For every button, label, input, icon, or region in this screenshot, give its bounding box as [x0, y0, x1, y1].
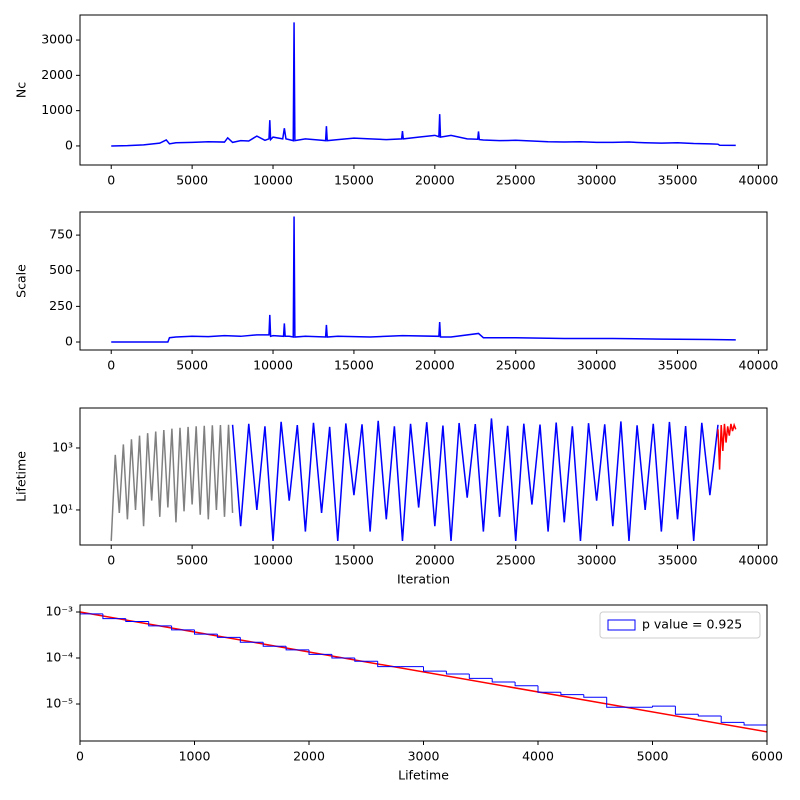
x-tick-label: 1000	[179, 749, 211, 764]
x-tick-label: 20000	[415, 553, 455, 568]
x-tick-label: 20000	[415, 358, 455, 373]
histogram-bin	[285, 646, 309, 651]
histogram-bin	[102, 613, 126, 620]
y-tick-label: 10⁻⁵	[45, 696, 73, 711]
y-tick-label: 10³	[52, 439, 73, 454]
y-axis-label: Scale	[14, 264, 29, 298]
x-tick-label: 35000	[658, 553, 698, 568]
legend-box	[599, 611, 761, 639]
x-tick-label: 30000	[577, 358, 617, 373]
x-tick-label: 4000	[522, 749, 554, 764]
x-tick-label: 20000	[415, 173, 455, 188]
histogram-bin	[171, 625, 195, 631]
axes-frame	[79, 14, 768, 166]
histogram-bin	[652, 705, 676, 708]
x-tick-label: 15000	[334, 358, 374, 373]
x-tick-label: 0	[76, 749, 84, 764]
y-tick-label: 2000	[41, 67, 73, 82]
histogram-bin	[331, 654, 355, 659]
histogram-bin	[125, 618, 149, 623]
axes-frame	[79, 407, 768, 546]
y-tick-label: 3000	[41, 32, 73, 47]
histogram-bin	[377, 661, 401, 668]
histogram-bin	[148, 621, 172, 627]
data-line	[231, 418, 719, 542]
data-line	[111, 216, 736, 343]
histogram-bin	[674, 706, 699, 715]
x-tick-label: 40000	[739, 358, 779, 373]
x-tick-label: 0	[107, 358, 115, 373]
data-line	[717, 422, 737, 470]
x-tick-label: 15000	[334, 553, 374, 568]
data-line	[111, 22, 736, 147]
histogram-bin	[468, 673, 493, 679]
x-tick-label: 25000	[496, 553, 536, 568]
x-tick-label: 35000	[658, 358, 698, 373]
histogram-bin	[239, 637, 264, 643]
histogram-bin	[354, 658, 378, 662]
plot-area	[110, 418, 737, 542]
x-tick-label: 25000	[496, 358, 536, 373]
y-tick-label: 10⁻³	[45, 604, 73, 619]
histogram-bin	[720, 715, 745, 723]
x-tick-label: 40000	[739, 553, 779, 568]
data-line	[110, 424, 234, 541]
x-tick-label: 35000	[658, 173, 698, 188]
plot-area	[111, 216, 736, 343]
x-tick-label: 3000	[408, 749, 440, 764]
histogram-bin	[262, 642, 287, 647]
y-tick-label: 10¹	[52, 501, 73, 516]
histogram-bin	[491, 678, 516, 683]
x-tick-label: 25000	[496, 173, 536, 188]
y-axis-label: Lifetime	[14, 451, 29, 502]
histogram-bin	[79, 613, 103, 741]
y-tick-label: 10⁻⁴	[45, 650, 73, 665]
x-tick-label: 30000	[577, 553, 617, 568]
y-tick-label: 0	[65, 137, 73, 152]
y-tick-label: 0	[65, 334, 73, 349]
histogram-bin	[697, 714, 722, 717]
y-tick-label: 750	[49, 227, 73, 242]
x-tick-label: 0	[107, 173, 115, 188]
x-tick-label: 30000	[577, 173, 617, 188]
legend-label: p value = 0.925	[642, 617, 742, 632]
x-tick-label: 10000	[253, 553, 293, 568]
y-tick-label: 500	[49, 262, 73, 277]
y-axis-label: Nc	[14, 82, 29, 98]
histogram-bin	[423, 666, 447, 672]
x-tick-label: 5000	[176, 358, 208, 373]
y-tick-label: 250	[49, 298, 73, 313]
x-tick-label: 40000	[739, 173, 779, 188]
x-axis-label: Lifetime	[398, 768, 449, 783]
plot-area	[111, 22, 736, 147]
x-axis-label: Iteration	[397, 572, 450, 587]
x-tick-label: 15000	[334, 173, 374, 188]
histogram-bin	[606, 697, 630, 708]
x-tick-label: 5000	[637, 749, 669, 764]
axes-frame	[79, 211, 768, 351]
y-tick-label: 1000	[41, 102, 73, 117]
histogram-bin	[194, 629, 218, 635]
histogram-bin	[445, 671, 470, 675]
axes-frame	[79, 604, 768, 742]
x-tick-label: 5000	[176, 553, 208, 568]
histogram-bin	[514, 682, 538, 687]
x-tick-label: 6000	[751, 749, 783, 764]
histogram-bin	[308, 649, 332, 655]
histogram-bin	[583, 694, 607, 698]
histogram-bin	[537, 685, 561, 693]
legend-swatch	[607, 619, 636, 631]
histogram-bin	[560, 692, 584, 696]
histogram-bin	[216, 634, 241, 638]
x-tick-label: 10000	[253, 358, 293, 373]
x-tick-label: 10000	[253, 173, 293, 188]
x-tick-label: 2000	[293, 749, 325, 764]
x-tick-label: 5000	[176, 173, 208, 188]
x-tick-label: 0	[107, 553, 115, 568]
